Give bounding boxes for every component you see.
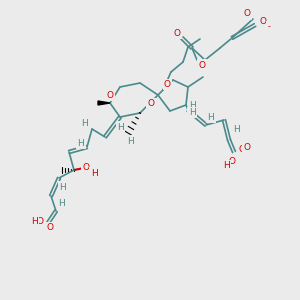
- Text: H: H: [127, 136, 134, 146]
- Text: H: H: [233, 125, 240, 134]
- Text: O: O: [260, 17, 266, 26]
- Text: O: O: [82, 164, 89, 172]
- Text: O: O: [238, 146, 245, 154]
- Text: O: O: [46, 224, 53, 232]
- Text: H: H: [117, 122, 124, 131]
- Text: H: H: [208, 112, 214, 122]
- Text: O: O: [148, 100, 154, 109]
- Text: O: O: [164, 80, 171, 89]
- Text: H: H: [31, 217, 38, 226]
- Text: O: O: [173, 28, 181, 38]
- Text: O: O: [229, 158, 236, 166]
- Text: H: H: [190, 100, 196, 109]
- Text: O: O: [244, 10, 250, 19]
- Text: H: H: [60, 182, 66, 191]
- Text: H: H: [223, 161, 230, 170]
- Text: -: -: [268, 22, 270, 32]
- Text: H: H: [78, 139, 84, 148]
- Text: H: H: [189, 108, 195, 117]
- Text: H: H: [91, 169, 98, 178]
- Text: O: O: [37, 217, 44, 226]
- Text: O: O: [244, 142, 250, 152]
- Text: O: O: [106, 91, 113, 100]
- Polygon shape: [98, 101, 110, 105]
- Text: H: H: [58, 199, 65, 208]
- Text: H: H: [81, 119, 87, 128]
- Text: O: O: [199, 61, 206, 70]
